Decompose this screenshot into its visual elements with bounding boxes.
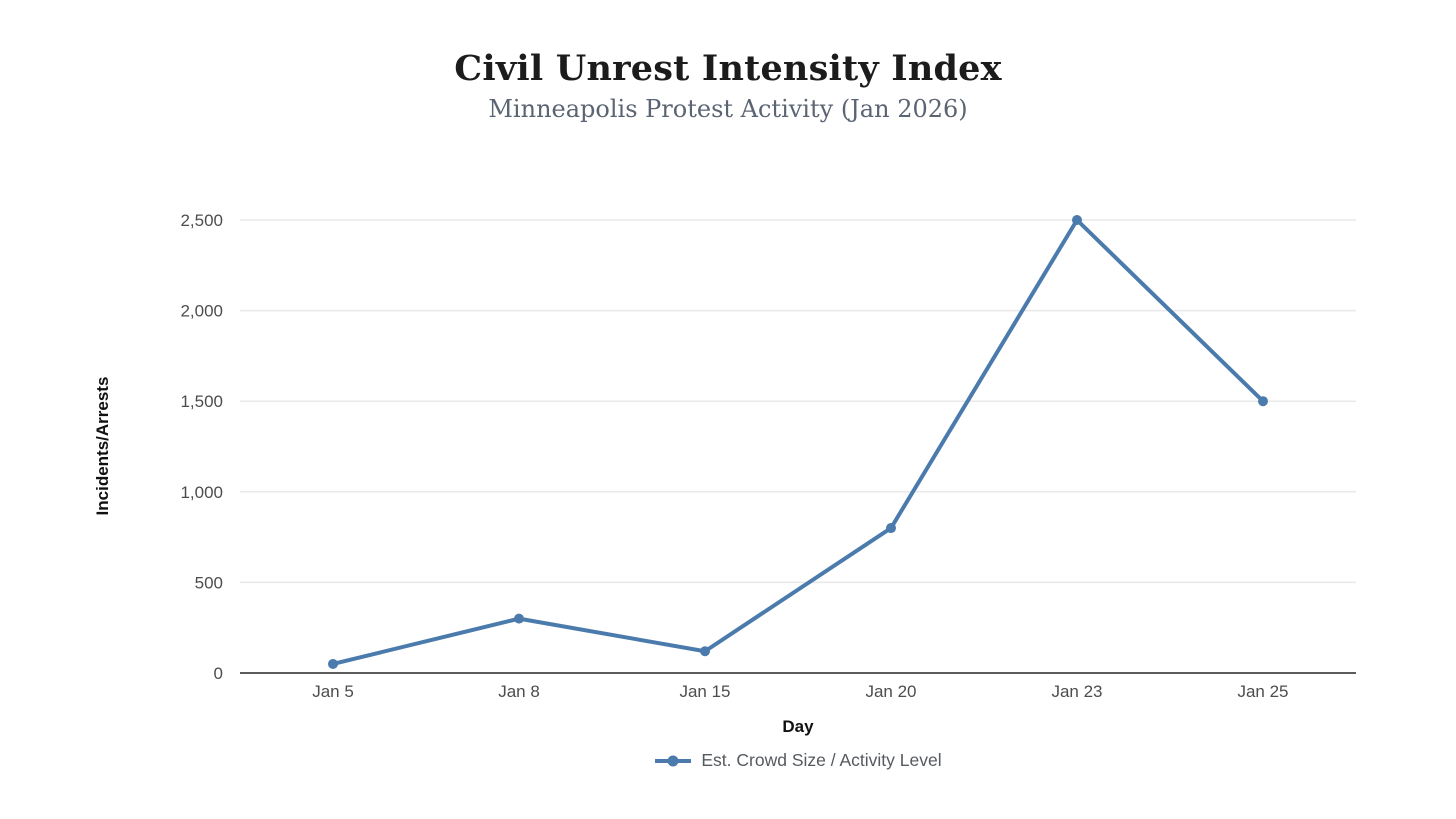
- series-line: [331, 218, 1265, 666]
- y-tick-label: 1,500: [180, 392, 223, 411]
- legend-label: Est. Crowd Size / Activity Level: [701, 750, 942, 770]
- y-tick-label: 0: [214, 664, 223, 683]
- x-tick-label: Jan 5: [312, 682, 354, 701]
- data-point: [886, 523, 896, 534]
- y-tick-label: 2,500: [180, 211, 223, 230]
- data-point: [1258, 396, 1268, 407]
- legend-line-dot-icon: [654, 754, 692, 768]
- x-axis-title: Day: [782, 717, 814, 736]
- x-tick-label: Jan 15: [679, 682, 730, 701]
- legend-marker-svg: [655, 755, 692, 766]
- x-tick-label: Jan 23: [1051, 682, 1102, 701]
- data-point: [700, 646, 710, 657]
- data-point: [514, 613, 524, 624]
- x-tick-label: Jan 20: [865, 682, 916, 701]
- y-tick-label: 500: [195, 573, 223, 592]
- data-point: [1072, 215, 1082, 225]
- y-tick-label: 2,000: [180, 302, 223, 321]
- x-tick-label: Jan 25: [1237, 682, 1288, 701]
- y-axis-title: Incidents/Arrests: [93, 376, 112, 516]
- chart-header: Civil Unrest Intensity Index Minneapolis…: [0, 48, 1456, 125]
- y-tick-label: 1,000: [180, 483, 223, 502]
- legend: Est. Crowd Size / Activity Level: [240, 750, 1356, 771]
- chart-title: Civil Unrest Intensity Index: [454, 48, 1002, 89]
- x-tick-label: Jan 8: [498, 682, 540, 701]
- chart-subtitle: Minneapolis Protest Activity (Jan 2026): [488, 95, 968, 123]
- data-point: [328, 658, 338, 669]
